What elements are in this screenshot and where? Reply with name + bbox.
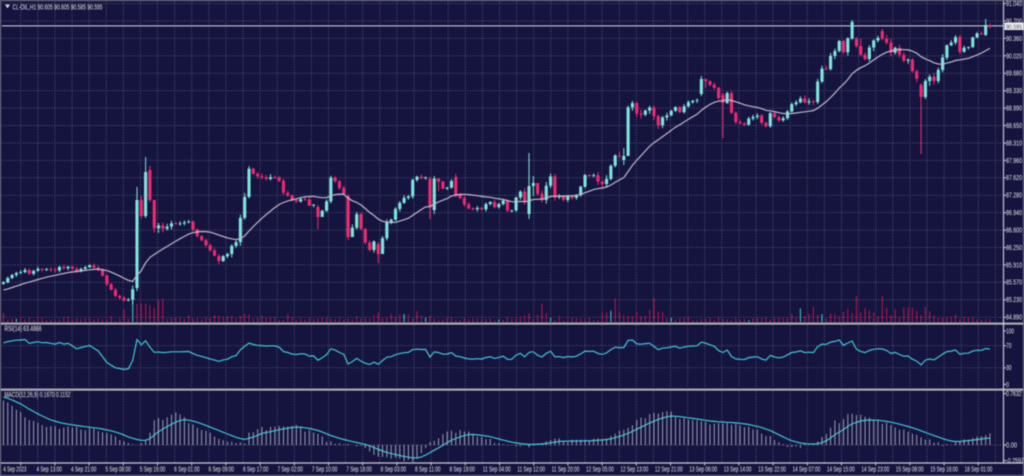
svg-text:14 Sep 07:00: 14 Sep 07:00 [793,467,821,474]
svg-text:12 Sep 13:00: 12 Sep 13:00 [620,467,648,474]
svg-text:11 Sep 20:00: 11 Sep 20:00 [552,467,580,474]
svg-text:88.310: 88.310 [1006,140,1022,147]
svg-text:15 Sep 08:00: 15 Sep 08:00 [896,467,924,474]
svg-text:8 Sep 19:00: 8 Sep 19:00 [449,467,475,474]
svg-text:87.280: 87.280 [1006,193,1022,200]
svg-text:86.250: 86.250 [1006,245,1022,252]
svg-text:30: 30 [1006,365,1012,372]
svg-text:4 Sep 21:00: 4 Sep 21:00 [71,467,97,474]
svg-text:8 Sep 03:00: 8 Sep 03:00 [381,467,407,474]
svg-text:RSI(14) 63.4866: RSI(14) 63.4866 [5,326,42,333]
svg-text:14 Sep 23:00: 14 Sep 23:00 [861,467,889,474]
svg-text:14 Sep 15:00: 14 Sep 15:00 [827,467,855,474]
svg-text:89.330: 89.330 [1006,88,1022,95]
svg-text:86.940: 86.940 [1006,210,1022,217]
svg-text:18 Sep 01:00: 18 Sep 01:00 [965,467,993,474]
svg-text:4 Sep 13:00: 4 Sep 13:00 [36,467,62,474]
svg-text:0.7632: 0.7632 [1006,391,1022,398]
svg-text:6 Sep 09:00: 6 Sep 09:00 [209,467,235,474]
svg-text:84.890: 84.890 [1006,315,1022,322]
svg-text:7 Sep 18:00: 7 Sep 18:00 [346,467,372,474]
svg-text:87.620: 87.620 [1006,175,1022,182]
svg-text:5 Sep 16:00: 5 Sep 16:00 [140,467,166,474]
svg-text:88.990: 88.990 [1006,106,1022,113]
svg-text:91.040: 91.040 [1006,1,1022,8]
svg-text:12 Sep 05:00: 12 Sep 05:00 [586,467,614,474]
svg-text:7 Sep 02:00: 7 Sep 02:00 [277,467,303,474]
svg-text:12 Sep 21:00: 12 Sep 21:00 [655,467,683,474]
svg-text:7 Sep 10:00: 7 Sep 10:00 [312,467,338,474]
svg-text:85.570: 85.570 [1006,280,1022,287]
svg-text:85.910: 85.910 [1006,262,1022,269]
svg-text:70: 70 [1006,343,1012,350]
svg-text:87.960: 87.960 [1006,158,1022,165]
svg-text:0: 0 [1006,382,1009,389]
svg-text:88.650: 88.650 [1006,123,1022,130]
svg-text:86.600: 86.600 [1006,228,1022,235]
svg-text:100: 100 [1006,328,1014,335]
svg-text:11 Sep 04:00: 11 Sep 04:00 [483,467,511,474]
svg-text:90.700: 90.700 [1006,18,1022,25]
svg-text:90.020: 90.020 [1006,53,1022,60]
svg-text:85.230: 85.230 [1006,297,1022,304]
svg-text:5 Sep 08:00: 5 Sep 08:00 [105,467,131,474]
svg-text:MACD(12,26,9) 0.1670 0.1152: MACD(12,26,9) 0.1670 0.1152 [5,392,71,399]
svg-text:4 Sep 2023: 4 Sep 2023 [3,467,26,474]
svg-text:11 Sep 12:00: 11 Sep 12:00 [517,467,545,474]
svg-text:89.680: 89.680 [1006,71,1022,78]
svg-text:8 Sep 11:00: 8 Sep 11:00 [415,467,441,474]
svg-text:-0.2597: -0.2597 [1006,458,1024,465]
svg-text:15 Sep 16:00: 15 Sep 16:00 [930,467,958,474]
svg-text:13 Sep 14:00: 13 Sep 14:00 [724,467,752,474]
svg-text:90.595: 90.595 [1006,24,1022,31]
svg-text:CL-OIL,H1 90.605 90.605 90.58: CL-OIL,H1 90.605 90.605 90.585 90.595 [13,4,103,11]
svg-text:13 Sep 22:00: 13 Sep 22:00 [758,467,786,474]
svg-text:6 Sep 01:00: 6 Sep 01:00 [174,467,200,474]
svg-text:6 Sep 17:00: 6 Sep 17:00 [243,467,269,474]
svg-text:13 Sep 06:00: 13 Sep 06:00 [689,467,717,474]
svg-text:0.00: 0.00 [1006,442,1017,449]
svg-text:90.360: 90.360 [1006,36,1022,43]
